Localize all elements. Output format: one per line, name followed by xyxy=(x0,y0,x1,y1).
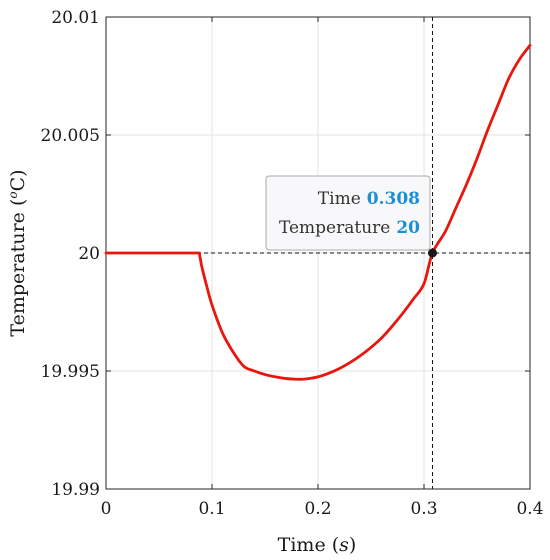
data-tip-box xyxy=(265,175,431,251)
y-axis-unit-prefix: o xyxy=(6,191,20,198)
data-tip-y-value: 20 xyxy=(396,218,420,238)
x-tick-label: 0 xyxy=(101,499,112,519)
data-tip-row-y: Temperature 20 xyxy=(279,218,420,238)
data-tip[interactable]: Time 0.308 Temperature 20 xyxy=(265,175,431,251)
data-tip-x-value: 0.308 xyxy=(367,189,420,209)
y-axis-title: Temperature (oC) xyxy=(6,169,29,336)
x-tick-label: 0.2 xyxy=(304,499,331,519)
x-tick-label: 0.3 xyxy=(410,499,437,519)
data-tip-y-label: Temperature xyxy=(279,218,390,238)
y-tick-label: 20.005 xyxy=(41,126,100,146)
y-axis-title-text: Temperature xyxy=(7,212,29,336)
y-axis: 19.99 19.995 20 20.005 20.01 xyxy=(41,8,530,500)
x-axis-unit: s xyxy=(339,534,349,556)
series-line-temperature xyxy=(104,43,532,381)
x-tick-label: 0.4 xyxy=(516,499,543,519)
x-axis-title-text: Time xyxy=(278,534,326,556)
y-tick-label: 19.99 xyxy=(51,480,100,500)
y-axis-unit: C xyxy=(7,177,29,192)
y-tick-label: 20 xyxy=(78,244,100,264)
data-tip-row-x: Time 0.308 xyxy=(318,189,420,209)
y-tick-label: 20.01 xyxy=(51,8,100,28)
x-axis-title: Time (s) xyxy=(278,534,357,556)
cursor-marker[interactable] xyxy=(427,248,437,258)
y-tick-label: 19.995 xyxy=(41,362,100,382)
data-tip-x-label: Time xyxy=(318,189,361,209)
x-tick-label: 0.1 xyxy=(198,499,225,519)
x-axis: 0 0.1 0.2 0.3 0.4 xyxy=(101,17,544,519)
